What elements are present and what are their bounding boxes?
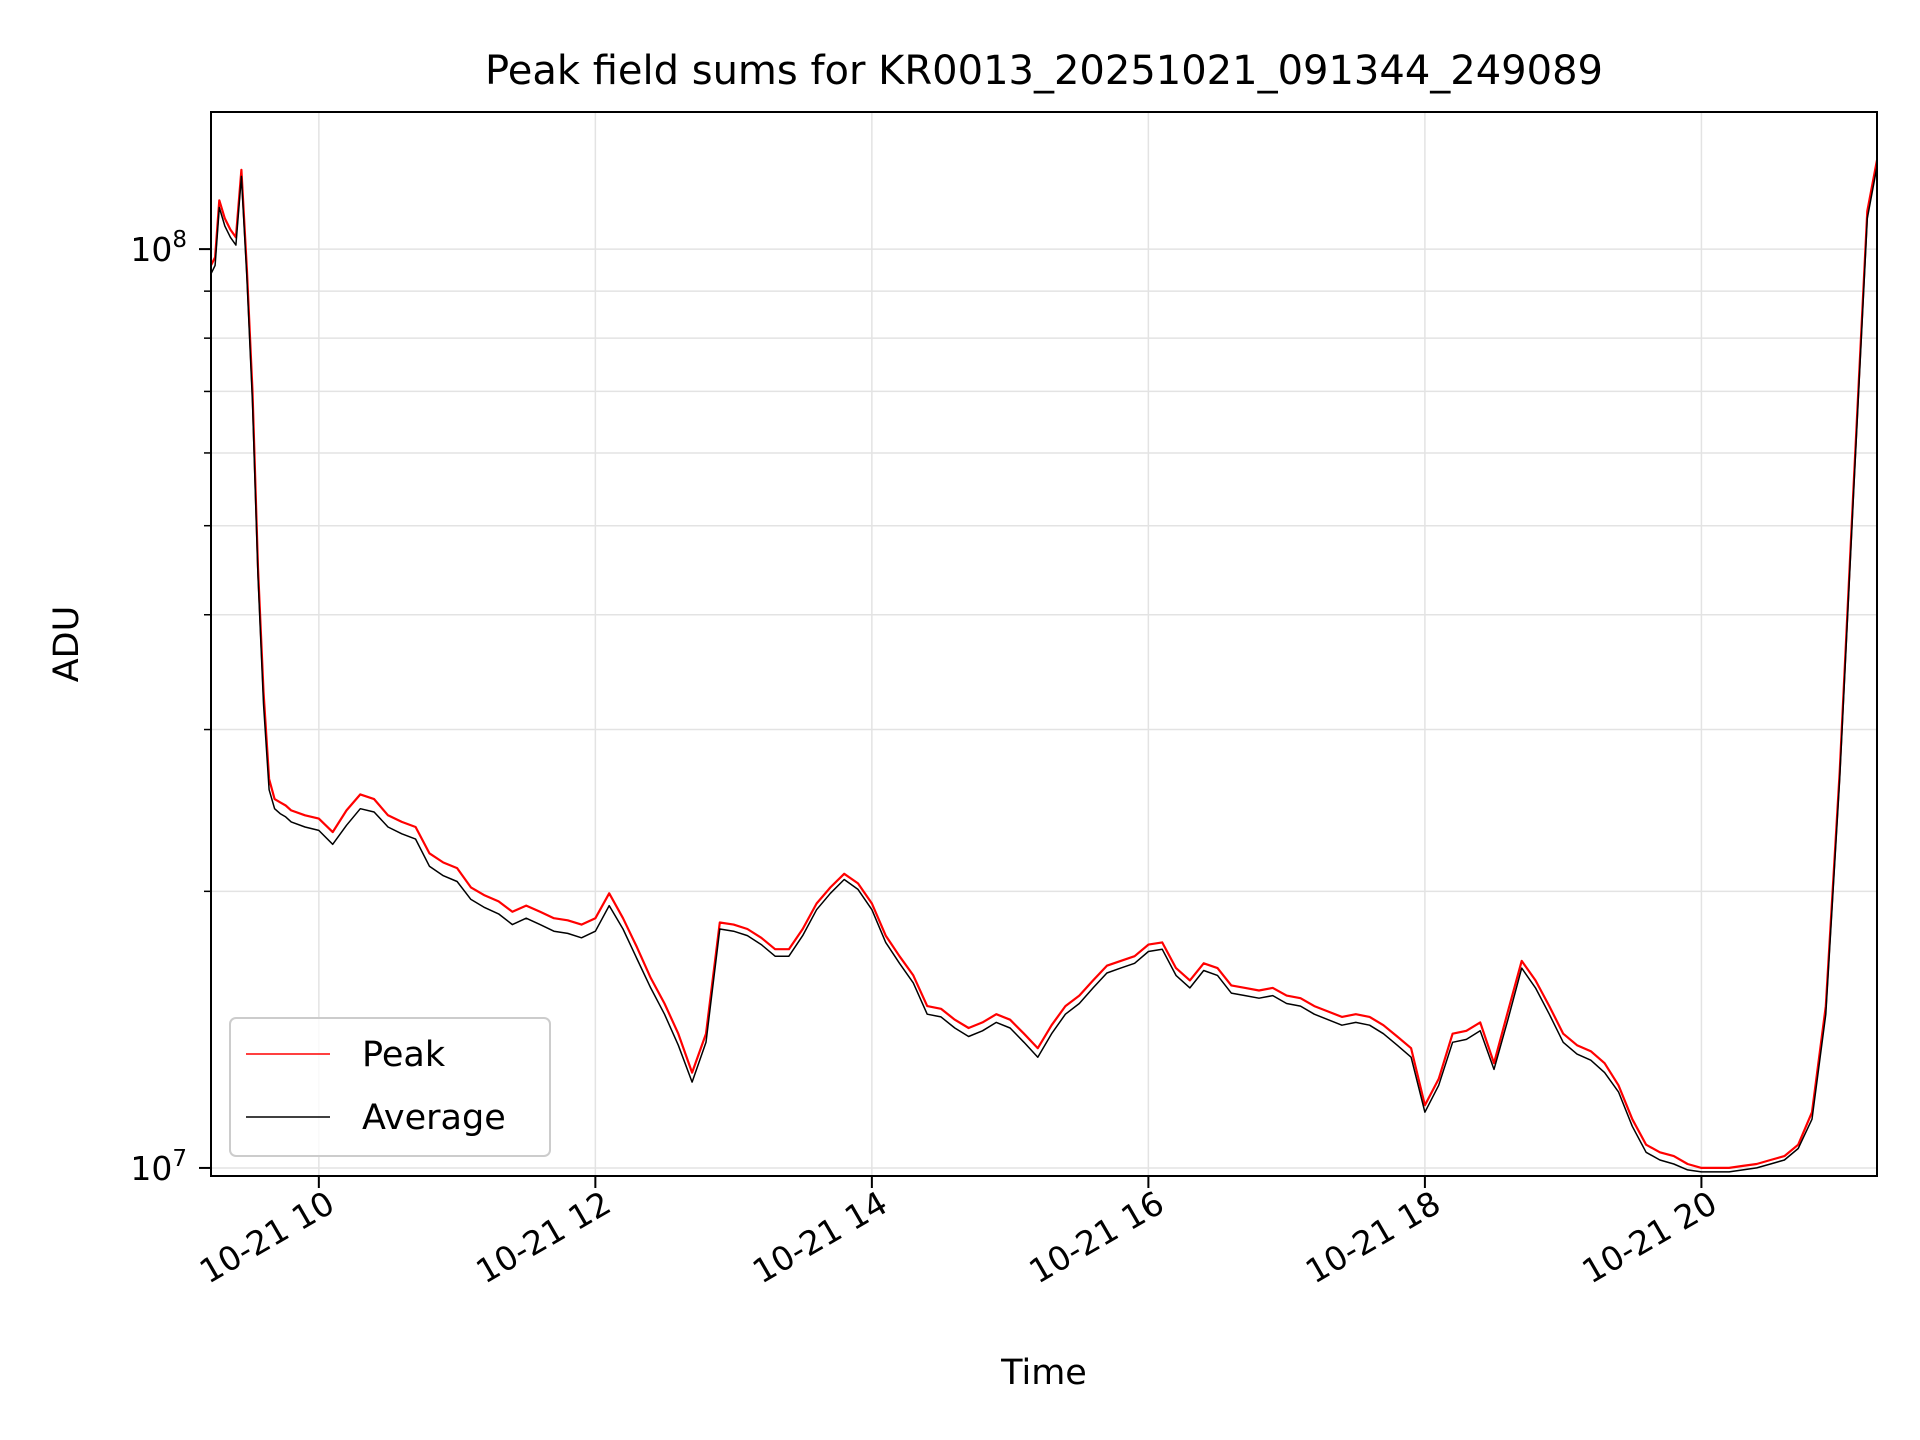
series-line-average — [210, 166, 1878, 1173]
grid — [211, 112, 1877, 1176]
legend-average-label: Average — [362, 1098, 506, 1138]
series-layer — [210, 159, 1879, 1173]
legend-peak-label: Peak — [362, 1035, 446, 1075]
y-tick-label: 108 — [130, 227, 187, 269]
legend-box — [229, 1017, 551, 1157]
y-axis-label: ADU — [47, 606, 87, 683]
legend: Peak Average — [229, 1017, 551, 1157]
chart-title: Peak field sums for KR0013_20251021_0913… — [485, 48, 1603, 94]
plot-frame — [210, 111, 1878, 1177]
y-tick-base: 10 — [130, 1149, 172, 1188]
y-tick-exponent: 7 — [172, 1146, 187, 1172]
series-line-peak — [210, 159, 1879, 1170]
x-axis-label: Time — [1000, 1353, 1087, 1393]
y-tick-exponent: 8 — [172, 227, 187, 253]
y-tick-label: 107 — [130, 1146, 187, 1188]
y-tick-base: 10 — [130, 230, 172, 269]
